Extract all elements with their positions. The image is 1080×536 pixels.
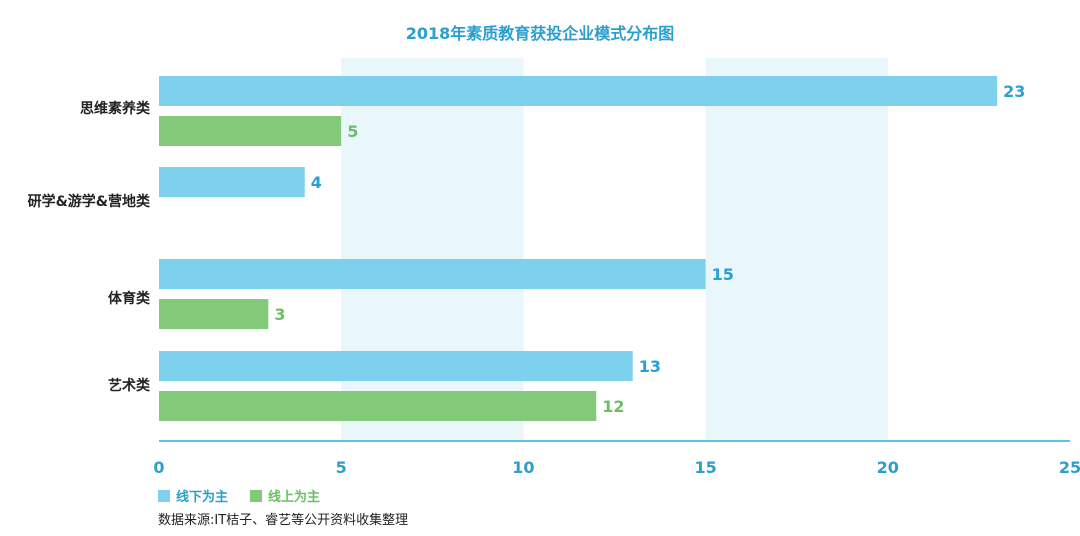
category-label-arts: 艺术类 (108, 378, 150, 394)
bar-online-2 (159, 299, 269, 329)
x-tick-label: 20 (877, 458, 899, 477)
x-tick-label: 10 (512, 458, 534, 477)
x-tick-label: 5 (336, 458, 347, 477)
x-tick-label: 15 (694, 458, 716, 477)
bar-online-0 (159, 116, 342, 146)
bar-online-3 (159, 391, 597, 421)
data-label-offline-0: 23 (1003, 82, 1025, 101)
category-label-study-tour-camp: 研学&游学&营地类 (27, 194, 150, 210)
bar-offline-3 (159, 351, 633, 381)
data-label-offline-2: 15 (712, 265, 734, 284)
data-label-offline-1: 4 (311, 173, 322, 192)
grid-band (341, 58, 524, 441)
data-label-offline-3: 13 (639, 357, 661, 376)
category-label-sports: 体育类 (108, 291, 150, 307)
legend: 线下为主 线上为主 (158, 486, 342, 505)
chart-title: 2018年素质教育获投企业模式分布图 (405, 24, 675, 43)
legend-swatch-offline (158, 489, 170, 502)
legend-label-offline: 线下为主 (176, 490, 229, 505)
source-note: 数据来源:IT桔子、睿艺等公开资料收集整理 (158, 513, 409, 528)
category-label-thinking: 思维素养类 (80, 101, 150, 117)
data-label-online-0: 5 (347, 122, 358, 141)
legend-swatch-online (250, 489, 263, 502)
legend-label-online: 线上为主 (268, 490, 321, 505)
grid-band (705, 58, 888, 441)
data-label-online-2: 3 (274, 305, 285, 324)
bar-chart: 23 5 4 15 3 13 12 0 5 10 15 20 25 (153, 58, 1080, 477)
bar-offline-2 (159, 259, 706, 289)
bar-offline-1 (159, 167, 305, 197)
x-tick-label: 0 (153, 458, 164, 477)
x-tick-label: 25 (1059, 458, 1080, 477)
legend-item-online: 线上为主 (250, 486, 320, 505)
data-label-online-3: 12 (602, 397, 624, 416)
bar-offline-0 (159, 76, 998, 106)
legend-item-offline: 线下为主 (158, 486, 228, 505)
